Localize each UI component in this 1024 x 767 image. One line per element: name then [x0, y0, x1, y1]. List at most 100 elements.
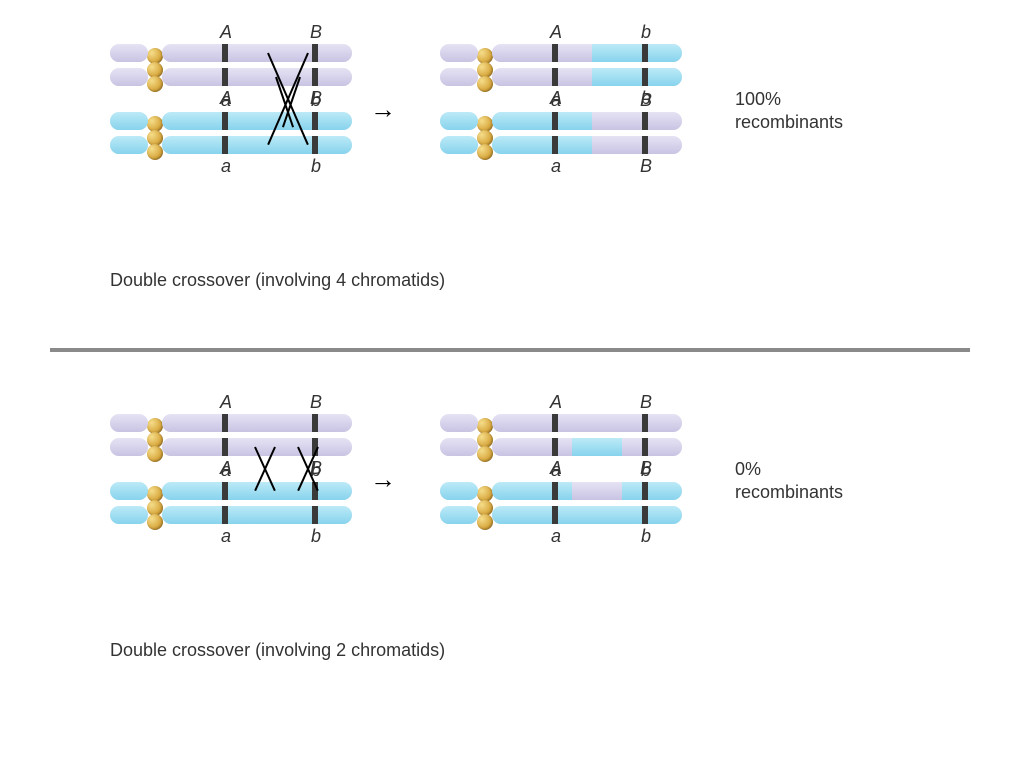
arm-segment: [492, 44, 592, 62]
arm-segment: [622, 482, 682, 500]
gene-band: [222, 438, 228, 456]
arm-segment: [440, 68, 478, 86]
gene-band: [222, 44, 228, 62]
gene-band: [552, 136, 558, 154]
chromatid-arm: [440, 68, 478, 86]
gene-band: [552, 44, 558, 62]
allele-label: a: [216, 156, 236, 177]
gene-band: [642, 414, 648, 432]
allele-label: a: [546, 460, 566, 481]
arm-segment: [440, 482, 478, 500]
arm-segment: [592, 68, 682, 86]
result-label: 0%recombinants: [735, 458, 843, 505]
arm-segment: [162, 44, 352, 62]
arm-segment: [162, 112, 352, 130]
arm-segment: [162, 136, 352, 154]
arm-segment: [110, 44, 148, 62]
arm-segment: [110, 68, 148, 86]
panel-4-chromatids: ABABabab→AbAbaBaB100%recombinantsDouble …: [0, 20, 1024, 360]
allele-label: B: [636, 156, 656, 177]
chromatid-arm: [162, 44, 352, 62]
allele-label: b: [636, 526, 656, 547]
chromatid-arm: [440, 414, 478, 432]
gene-band: [222, 414, 228, 432]
gene-band: [222, 506, 228, 524]
gene-band: [222, 136, 228, 154]
allele-label: a: [216, 460, 236, 481]
chromatid-arm: [110, 506, 148, 524]
allele-label: A: [216, 22, 236, 43]
gene-band: [312, 414, 318, 432]
chromatid-arm: [110, 136, 148, 154]
arm-segment: [492, 482, 572, 500]
gene-band: [642, 112, 648, 130]
gene-band: [552, 438, 558, 456]
arm-segment: [592, 44, 682, 62]
arm-segment: [622, 438, 682, 456]
allele-label: A: [546, 22, 566, 43]
chromatid-arm: [110, 414, 148, 432]
gene-band: [642, 482, 648, 500]
allele-label: A: [546, 392, 566, 413]
allele-label: b: [306, 526, 326, 547]
arm-segment: [440, 136, 478, 154]
allele-label: b: [636, 460, 656, 481]
arm-segment: [492, 136, 592, 154]
chromatid-arm: [162, 112, 352, 130]
chromatid-arm: [492, 438, 682, 456]
panel-caption: Double crossover (involving 2 chromatids…: [110, 640, 445, 661]
panel-caption: Double crossover (involving 4 chromatids…: [110, 270, 445, 291]
arm-segment: [440, 414, 478, 432]
chromatid-arm: [492, 112, 682, 130]
gene-band: [642, 136, 648, 154]
chromatid-arm: [492, 482, 682, 500]
chromatid-arm: [440, 136, 478, 154]
gene-band: [552, 414, 558, 432]
chromatid-arm: [110, 44, 148, 62]
chromatid-arm: [440, 112, 478, 130]
arm-segment: [492, 112, 592, 130]
arm-segment: [492, 438, 572, 456]
chromatid-arm: [110, 112, 148, 130]
chromatid-arm: [110, 438, 148, 456]
arrow-icon: →: [370, 464, 396, 495]
arm-segment: [440, 506, 478, 524]
chromatid-arm: [492, 506, 682, 524]
chromatid-arm: [440, 44, 478, 62]
allele-label: B: [306, 392, 326, 413]
arm-segment: [162, 68, 352, 86]
chromatid-arm: [492, 136, 682, 154]
chromatid-arm: [162, 506, 352, 524]
arm-segment: [572, 438, 622, 456]
arm-segment: [162, 414, 352, 432]
chromatid-arm: [440, 506, 478, 524]
allele-label: b: [636, 22, 656, 43]
arrow-icon: →: [370, 94, 396, 125]
gene-band: [222, 68, 228, 86]
arm-segment: [592, 112, 682, 130]
allele-label: a: [546, 156, 566, 177]
allele-label: a: [216, 90, 236, 111]
gene-band: [312, 112, 318, 130]
chromatid-arm: [110, 482, 148, 500]
gene-band: [312, 506, 318, 524]
allele-label: b: [306, 156, 326, 177]
result-label: 100%recombinants: [735, 88, 843, 135]
arm-segment: [110, 506, 148, 524]
arm-segment: [592, 136, 682, 154]
chromatid-arm: [492, 44, 682, 62]
arm-segment: [492, 506, 682, 524]
allele-label: a: [216, 526, 236, 547]
gene-band: [552, 506, 558, 524]
chromatid-arm: [162, 414, 352, 432]
allele-label: A: [216, 392, 236, 413]
gene-band: [552, 112, 558, 130]
allele-label: a: [546, 526, 566, 547]
gene-band: [552, 68, 558, 86]
panel-2-chromatids: ABABabab→ABABabab0%recombinantsDouble cr…: [0, 390, 1024, 730]
arm-segment: [110, 482, 148, 500]
allele-label: b: [306, 90, 326, 111]
gene-band: [312, 68, 318, 86]
chromatid-arm: [440, 482, 478, 500]
allele-label: a: [546, 90, 566, 111]
